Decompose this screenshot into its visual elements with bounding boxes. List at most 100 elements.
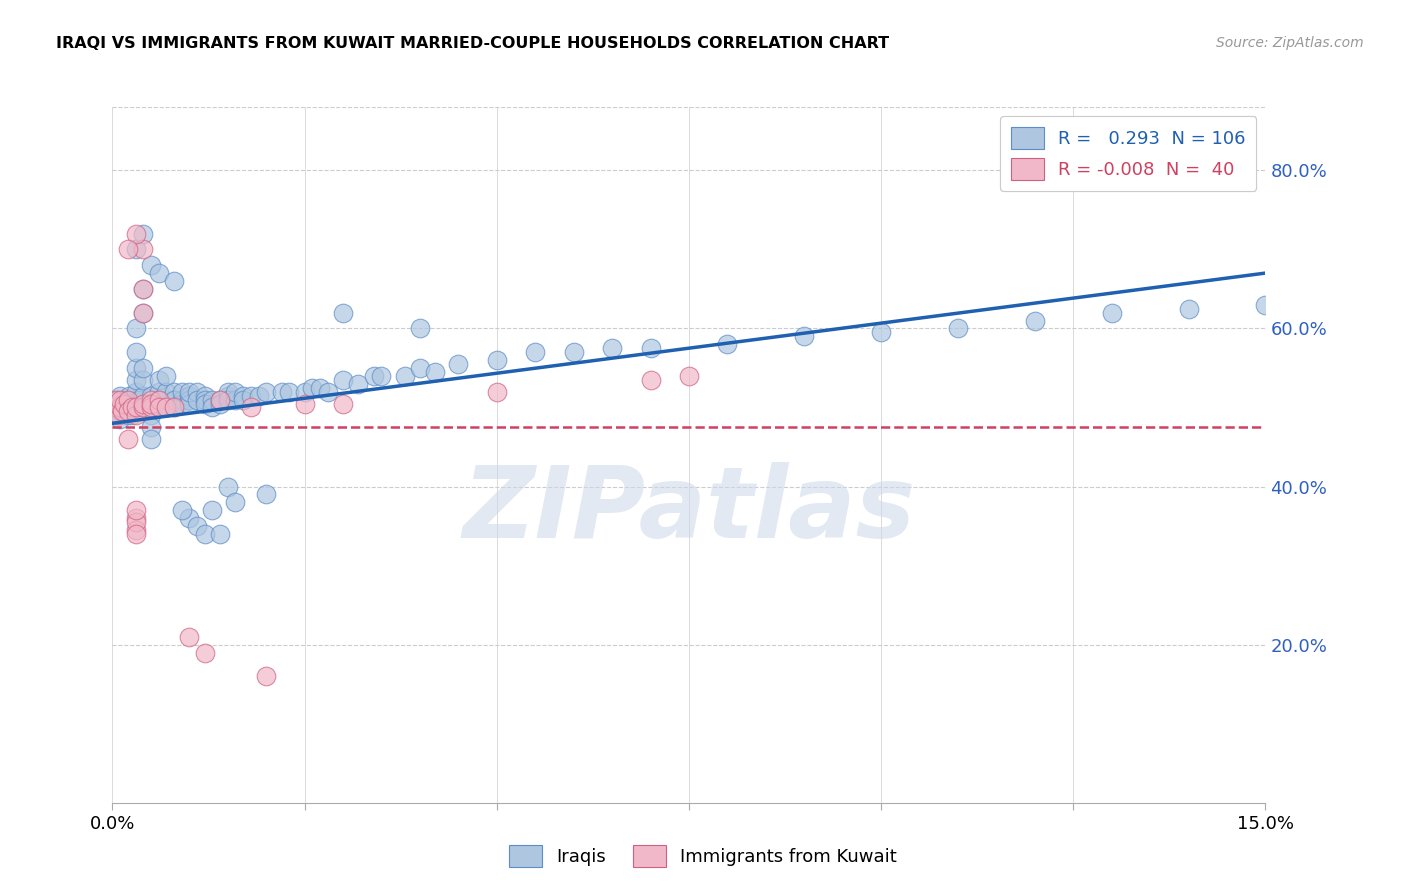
- Point: [124, 345, 146, 359]
- Point: [112, 404, 135, 418]
- Text: IRAQI VS IMMIGRANTS FROM KUWAIT MARRIED-COUPLE HOUSEHOLDS CORRELATION CHART: IRAQI VS IMMIGRANTS FROM KUWAIT MARRIED-…: [56, 36, 890, 51]
- Point: [139, 409, 162, 423]
- Point: [640, 373, 662, 387]
- Point: [194, 389, 217, 403]
- Point: [394, 368, 416, 383]
- Point: [524, 345, 547, 359]
- Point: [108, 401, 131, 415]
- Point: [108, 392, 131, 407]
- Point: [104, 409, 127, 423]
- Point: [124, 227, 146, 241]
- Point: [132, 282, 155, 296]
- Point: [155, 396, 177, 410]
- Point: [139, 401, 162, 415]
- Point: [132, 389, 155, 403]
- Point: [232, 389, 254, 403]
- Point: [201, 401, 224, 415]
- Point: [254, 669, 277, 683]
- Point: [1254, 298, 1277, 312]
- Point: [163, 384, 186, 399]
- Point: [224, 392, 246, 407]
- Point: [124, 409, 146, 423]
- Point: [139, 420, 162, 434]
- Point: [485, 384, 508, 399]
- Point: [217, 389, 239, 403]
- Point: [118, 389, 141, 403]
- Point: [170, 396, 193, 410]
- Point: [194, 396, 217, 410]
- Point: [209, 396, 232, 410]
- Point: [124, 527, 146, 541]
- Point: [793, 329, 815, 343]
- Point: [194, 527, 217, 541]
- Point: [209, 527, 232, 541]
- Point: [217, 479, 239, 493]
- Point: [121, 401, 143, 415]
- Point: [254, 384, 277, 399]
- Point: [139, 396, 162, 410]
- Point: [170, 392, 193, 407]
- Point: [194, 392, 217, 407]
- Point: [104, 401, 127, 415]
- Legend: R =   0.293  N = 106, R = -0.008  N =  40: R = 0.293 N = 106, R = -0.008 N = 40: [1000, 116, 1257, 191]
- Point: [179, 396, 201, 410]
- Point: [186, 392, 208, 407]
- Point: [148, 401, 170, 415]
- Point: [562, 345, 585, 359]
- Point: [640, 341, 662, 355]
- Point: [278, 384, 301, 399]
- Point: [124, 404, 146, 418]
- Point: [301, 381, 323, 395]
- Point: [111, 404, 134, 418]
- Point: [186, 384, 208, 399]
- Point: [132, 243, 155, 257]
- Point: [201, 392, 224, 407]
- Point: [139, 396, 162, 410]
- Point: [132, 360, 155, 375]
- Point: [1101, 305, 1123, 319]
- Point: [239, 389, 262, 403]
- Point: [170, 503, 193, 517]
- Point: [409, 360, 432, 375]
- Point: [105, 401, 128, 415]
- Point: [108, 401, 131, 415]
- Point: [179, 630, 201, 644]
- Point: [121, 401, 143, 415]
- Point: [870, 326, 893, 340]
- Point: [124, 523, 146, 537]
- Point: [179, 389, 201, 403]
- Point: [332, 305, 354, 319]
- Point: [148, 392, 170, 407]
- Point: [105, 392, 128, 407]
- Point: [217, 392, 239, 407]
- Point: [124, 511, 146, 525]
- Point: [201, 503, 224, 517]
- Point: [179, 392, 201, 407]
- Legend: Iraqis, Immigrants from Kuwait: Iraqis, Immigrants from Kuwait: [502, 838, 904, 874]
- Point: [209, 392, 232, 407]
- Point: [155, 401, 177, 415]
- Point: [124, 243, 146, 257]
- Point: [179, 511, 201, 525]
- Point: [309, 381, 332, 395]
- Point: [294, 396, 316, 410]
- Point: [139, 432, 162, 446]
- Point: [139, 389, 162, 403]
- Point: [186, 519, 208, 533]
- Point: [124, 360, 146, 375]
- Point: [132, 401, 155, 415]
- Point: [194, 646, 217, 660]
- Point: [148, 392, 170, 407]
- Point: [224, 495, 246, 509]
- Point: [485, 353, 508, 368]
- Point: [332, 396, 354, 410]
- Point: [148, 373, 170, 387]
- Point: [117, 243, 139, 257]
- Point: [409, 321, 432, 335]
- Point: [316, 384, 339, 399]
- Point: [270, 384, 292, 399]
- Point: [163, 392, 186, 407]
- Point: [136, 396, 159, 410]
- Point: [139, 392, 162, 407]
- Point: [678, 368, 700, 383]
